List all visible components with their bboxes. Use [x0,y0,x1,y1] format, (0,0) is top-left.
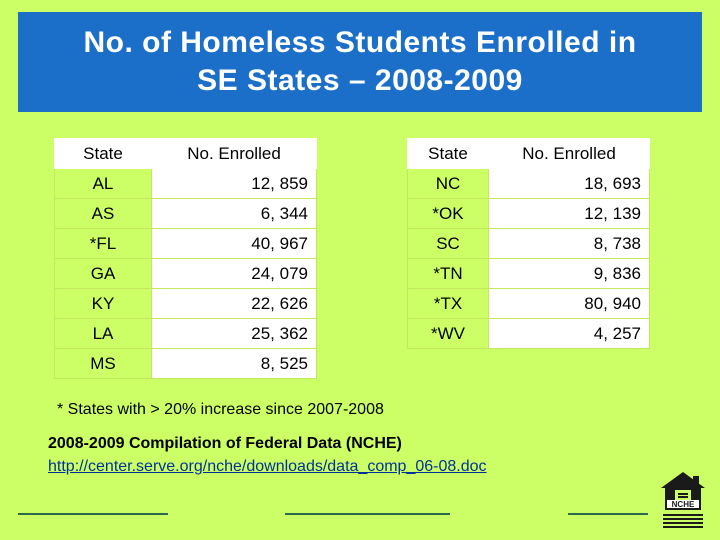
footnote: * States with > 20% increase since 2007-… [57,401,384,418]
title-banner: No. of Homeless Students Enrolled in SE … [18,12,702,112]
table-row: *TN 9, 836 [407,258,650,289]
state-cell: AL [54,168,152,199]
header-enrolled: No. Enrolled [488,138,650,169]
enrolled-cell: 22, 626 [151,288,317,319]
state-cell: LA [54,318,152,349]
table-row: NC 18, 693 [407,168,650,199]
page-title-line2: SE States – 2008-2009 [197,64,523,97]
header-state: State [54,138,152,169]
state-cell: AS [54,198,152,229]
enrolled-cell: 6, 344 [151,198,317,229]
nche-house-icon: NCHE [661,472,705,528]
state-cell: *TX [407,288,489,319]
table-row: *OK 12, 139 [407,198,650,229]
state-cell: SC [407,228,489,259]
table-row: SC 8, 738 [407,228,650,259]
state-cell: MS [54,348,152,379]
enrolled-cell: 25, 362 [151,318,317,349]
enrolled-cell: 8, 525 [151,348,317,379]
enrolled-cell: 9, 836 [488,258,650,289]
state-cell: KY [54,288,152,319]
state-cell: *WV [407,318,489,349]
table-row: MS 8, 525 [54,348,317,379]
page-title-line1: No. of Homeless Students Enrolled in [83,26,637,59]
source-title: 2008-2009 Compilation of Federal Data (N… [48,435,402,452]
enrolled-cell: 24, 079 [151,258,317,289]
table-header-row: State No. Enrolled [407,138,650,169]
enrolled-cell: 4, 257 [488,318,650,349]
enrolled-cell: 8, 738 [488,228,650,259]
state-cell: *TN [407,258,489,289]
left-enrollment-table: State No. Enrolled AL 12, 859 AS 6, 344 … [54,138,317,379]
state-cell: *OK [407,198,489,229]
table-row: AL 12, 859 [54,168,317,199]
table-header-row: State No. Enrolled [54,138,317,169]
state-cell: *FL [54,228,152,259]
logo-text: NCHE [672,500,695,509]
table-row: *TX 80, 940 [407,288,650,319]
enrolled-cell: 18, 693 [488,168,650,199]
table-row: *FL 40, 967 [54,228,317,259]
table-row: GA 24, 079 [54,258,317,289]
divider-line [285,513,450,515]
divider-line [568,513,648,515]
table-row: KY 22, 626 [54,288,317,319]
table-row: LA 25, 362 [54,318,317,349]
source-link[interactable]: http://center.serve.org/nche/downloads/d… [48,458,487,475]
header-state: State [407,138,489,169]
table-row: AS 6, 344 [54,198,317,229]
right-enrollment-table: State No. Enrolled NC 18, 693 *OK 12, 13… [407,138,650,349]
enrolled-cell: 12, 139 [488,198,650,229]
nche-logo: NCHE [655,470,711,534]
state-cell: NC [407,168,489,199]
enrolled-cell: 12, 859 [151,168,317,199]
enrolled-cell: 80, 940 [488,288,650,319]
state-cell: GA [54,258,152,289]
table-row: *WV 4, 257 [407,318,650,349]
enrolled-cell: 40, 967 [151,228,317,259]
divider-line [18,513,168,515]
header-enrolled: No. Enrolled [151,138,317,169]
